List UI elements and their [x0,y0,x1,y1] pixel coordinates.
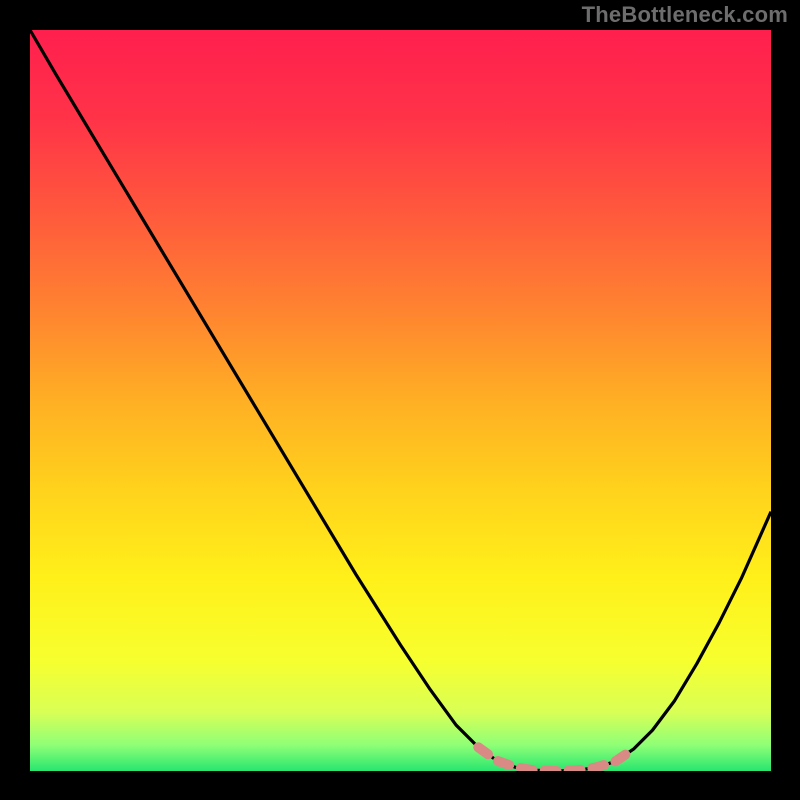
chart-container: { "watermark": { "text": "TheBottleneck.… [0,0,800,800]
watermark-text: TheBottleneck.com [582,2,788,28]
plot-area [30,30,771,771]
optimal-band [478,747,634,771]
curve-layer [30,30,771,771]
bottleneck-curve [30,30,771,771]
